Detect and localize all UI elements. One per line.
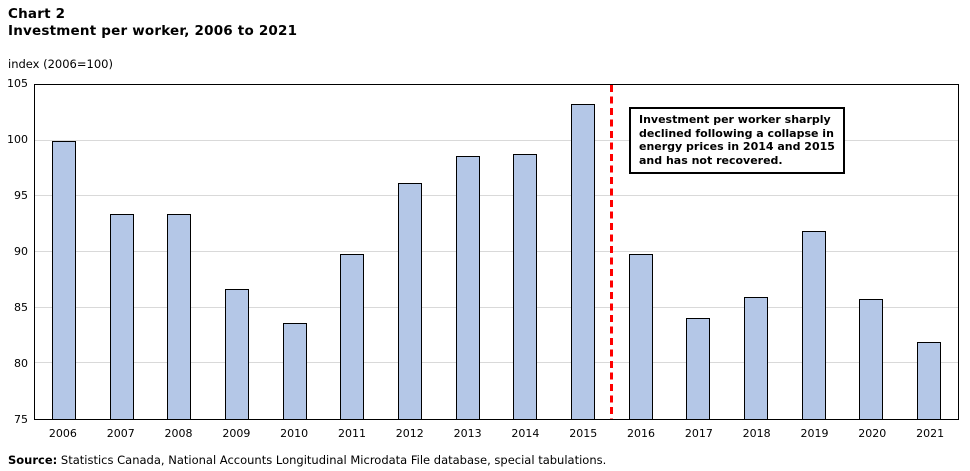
bar-2021: [917, 342, 942, 419]
annotation-line: energy prices in 2014 and 2015: [639, 140, 835, 153]
gridline: [35, 306, 958, 308]
x-axis-label: 2020: [858, 427, 887, 440]
bar-slot: [323, 85, 381, 419]
x-axis-label: 2015: [569, 427, 598, 440]
chart-number-label: Chart 2: [8, 6, 66, 22]
y-axis-label: 90: [14, 245, 28, 258]
bar-slot: [497, 85, 555, 419]
bar-slot: [843, 85, 901, 419]
chart-title: Investment per worker, 2006 to 2021: [8, 23, 298, 39]
bar-slot: [35, 85, 93, 419]
annotation-line: declined following a collapse in: [639, 126, 834, 140]
chart-header: Chart 2 Investment per worker, 2006 to 2…: [8, 6, 297, 40]
x-axis-label: 2011: [337, 427, 366, 440]
bar-slot: [670, 85, 728, 419]
gridline: [35, 362, 958, 364]
bar-2017: [686, 317, 711, 419]
x-axis-label: 2013: [453, 427, 482, 440]
bar-2010: [282, 323, 307, 419]
y-axis-label: 80: [14, 357, 28, 370]
gridlines: [35, 85, 958, 419]
y-axis: 75 80 85 90 95 100 105: [0, 77, 28, 426]
gridline: [35, 251, 958, 252]
annotation-box: Investment per worker sharply declined fo…: [629, 107, 845, 174]
bar-2008: [167, 214, 192, 419]
annotation-line: Investment per worker sharply: [639, 113, 831, 126]
bar-slot: [93, 85, 151, 419]
bar-slot: [439, 85, 497, 419]
annotation-text: Investment per worker sharply declined fo…: [639, 113, 835, 167]
x-axis-label: 2007: [106, 427, 135, 440]
x-axis-label: 2019: [800, 427, 829, 440]
bar-2014: [513, 154, 538, 419]
bar-slot: [554, 85, 612, 419]
bar-slot: [612, 85, 670, 419]
bar-2016: [628, 254, 653, 419]
divider-line: [610, 85, 614, 419]
y-axis-label: 85: [14, 301, 28, 314]
source-text: Statistics Canada, National Accounts Lon…: [57, 453, 607, 467]
bar-slot: [727, 85, 785, 419]
bar-slot: [381, 85, 439, 419]
x-axis-label: 2009: [222, 427, 251, 440]
x-axis-label: 2021: [916, 427, 945, 440]
bar-2011: [340, 254, 365, 419]
axis-unit-label: index (2006=100): [8, 57, 113, 71]
y-axis-label: 95: [14, 189, 28, 202]
bar-2006: [51, 140, 76, 419]
x-axis-label: 2012: [395, 427, 424, 440]
x-axis-label: 2018: [742, 427, 771, 440]
x-axis-label: 2016: [627, 427, 656, 440]
source-note: Source: Statistics Canada, National Acco…: [8, 453, 606, 467]
bar-slot: [900, 85, 958, 419]
gridline: [35, 195, 958, 197]
gridline: [35, 139, 958, 141]
y-axis-label: 100: [7, 133, 28, 146]
bar-2007: [109, 214, 134, 419]
bar-2012: [397, 182, 422, 419]
bar-2015: [571, 103, 596, 419]
bar-2009: [224, 288, 249, 419]
x-axis-labels: 2006 2007 2008 2009 2010 2011 2012 2013 2014 2015…: [34, 427, 959, 440]
bar-2019: [801, 230, 826, 419]
y-axis-label: 105: [7, 77, 28, 90]
bar-2020: [859, 298, 884, 419]
bar-slot: [785, 85, 843, 419]
bar-2018: [744, 296, 769, 419]
x-axis-label: 2008: [164, 427, 193, 440]
x-axis-label: 2006: [48, 427, 77, 440]
bar-slot: [208, 85, 266, 419]
x-axis-label: 2010: [280, 427, 309, 440]
y-axis-label: 75: [14, 413, 28, 426]
bars: [35, 85, 958, 419]
x-axis-label: 2017: [684, 427, 713, 440]
bar-2013: [455, 156, 480, 419]
source-label: Source:: [8, 453, 58, 467]
x-axis-label: 2014: [511, 427, 540, 440]
bar-slot: [266, 85, 324, 419]
bar-slot: [150, 85, 208, 419]
plot-area: Investment per worker sharply declined fo…: [34, 84, 959, 420]
annotation-line: and has not recovered.: [639, 153, 783, 167]
